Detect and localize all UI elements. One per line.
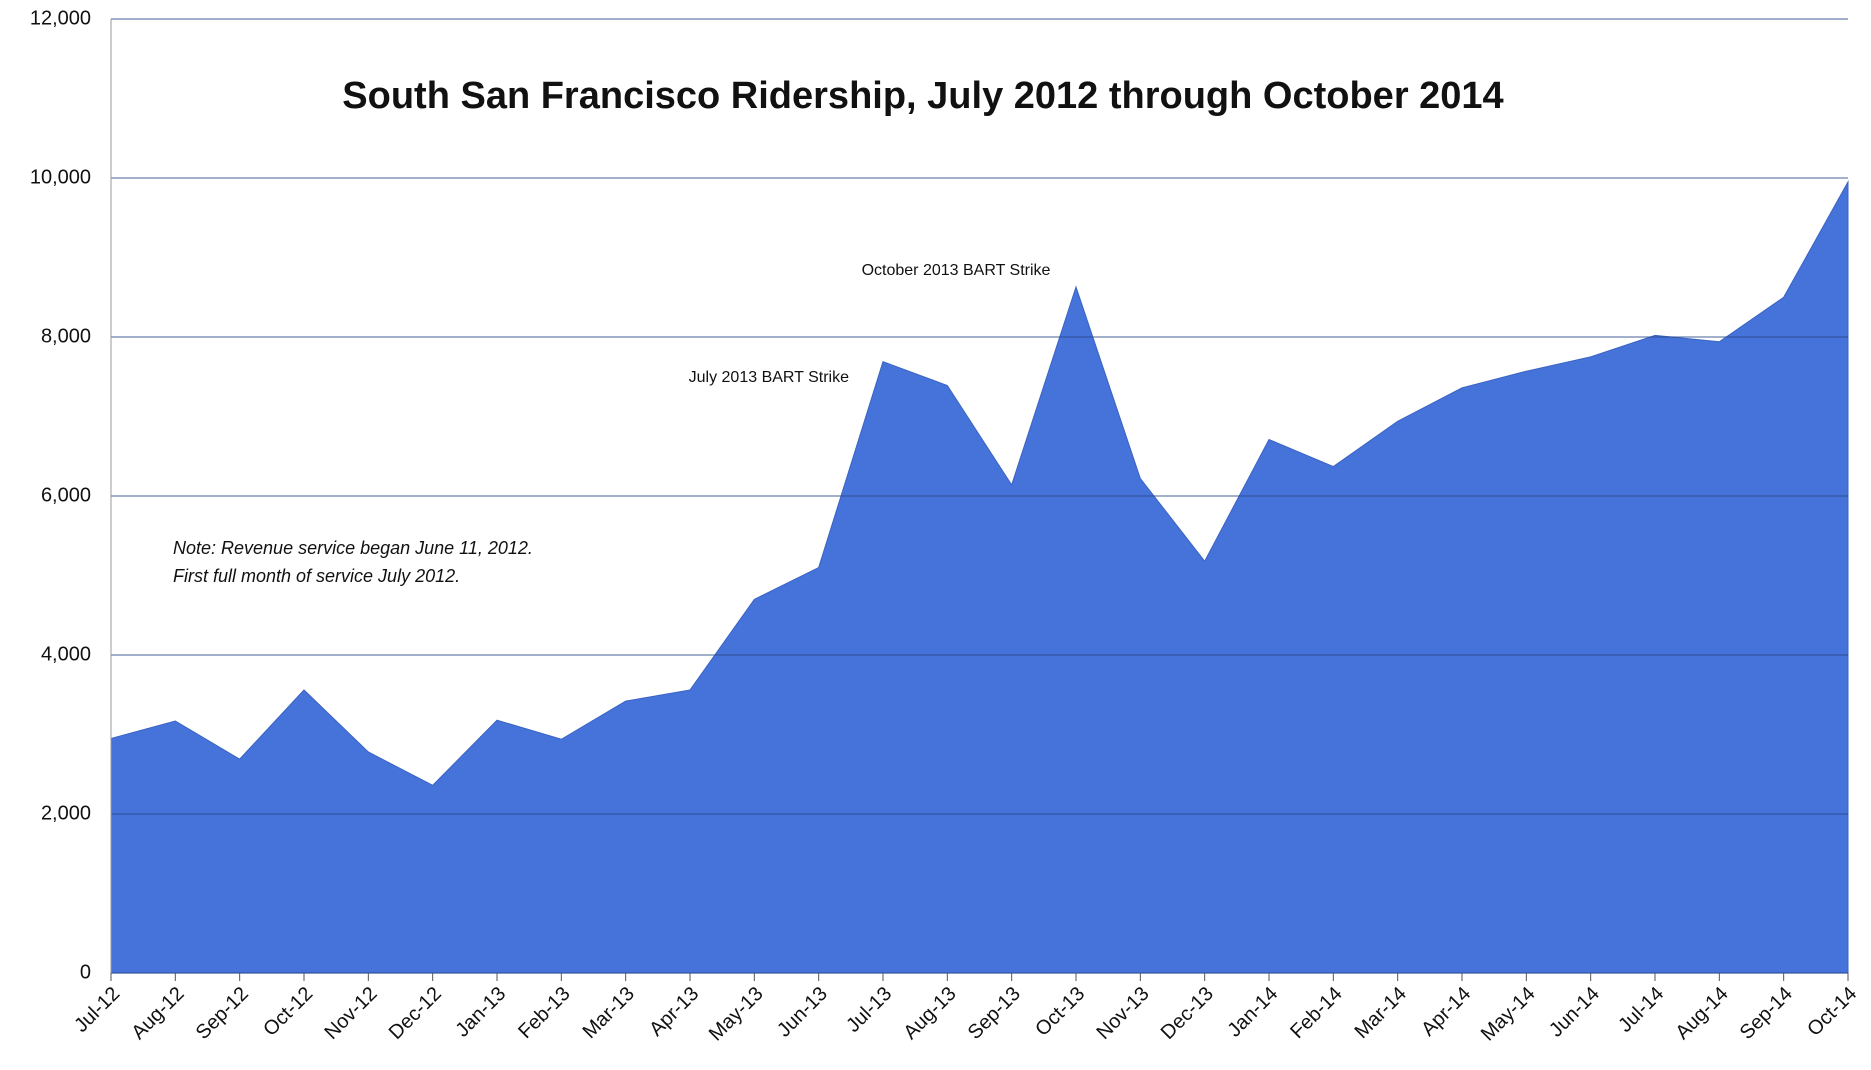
x-tick-label: May-13 bbox=[705, 983, 768, 1046]
x-tick-label: Oct-14 bbox=[1803, 983, 1861, 1041]
chart-title: South San Francisco Ridership, July 2012… bbox=[342, 75, 1503, 117]
x-tick-label: Mar-13 bbox=[579, 983, 639, 1043]
y-tick-label: 12,000 bbox=[30, 7, 91, 29]
x-tick-label: Jun-13 bbox=[773, 983, 832, 1042]
x-tick-label: Aug-14 bbox=[1671, 983, 1732, 1044]
x-tick-label: Apr-13 bbox=[645, 983, 703, 1041]
x-tick-label: Jul-13 bbox=[842, 983, 896, 1037]
note: Note: Revenue service began June 11, 201… bbox=[173, 538, 533, 558]
note: First full month of service July 2012. bbox=[173, 566, 460, 586]
x-tick-label: Jul-14 bbox=[1614, 983, 1668, 1037]
y-tick-label: 10,000 bbox=[30, 166, 91, 188]
y-tick-label: 4,000 bbox=[41, 643, 91, 665]
x-tick-label: Oct-13 bbox=[1031, 983, 1089, 1041]
y-tick-label: 6,000 bbox=[41, 484, 91, 506]
x-tick-label: Apr-14 bbox=[1417, 983, 1475, 1041]
annotation: July 2013 BART Strike bbox=[689, 369, 849, 386]
x-tick-label: Feb-14 bbox=[1286, 983, 1346, 1043]
x-tick-label: Sep-14 bbox=[1736, 983, 1797, 1044]
x-tick-label: Aug-12 bbox=[127, 983, 188, 1044]
y-tick-label: 2,000 bbox=[41, 802, 91, 824]
x-tick-label: Aug-13 bbox=[899, 983, 960, 1044]
y-tick-label: 8,000 bbox=[41, 325, 91, 347]
x-tick-label: Nov-12 bbox=[320, 983, 381, 1044]
x-tick-label: Sep-12 bbox=[192, 983, 253, 1044]
area bbox=[110, 180, 1849, 974]
y-tick-label: 0 bbox=[80, 961, 91, 983]
x-tick-label: Mar-14 bbox=[1351, 983, 1411, 1043]
x-tick-label: Dec-13 bbox=[1157, 983, 1218, 1044]
annotation: October 2013 BART Strike bbox=[862, 262, 1051, 279]
x-tick-label: May-14 bbox=[1477, 983, 1540, 1046]
x-tick-label: Nov-13 bbox=[1092, 983, 1153, 1044]
x-tick-label: Sep-13 bbox=[964, 983, 1025, 1044]
x-tick-label: Dec-12 bbox=[385, 983, 446, 1044]
x-tick-label: Jun-14 bbox=[1545, 983, 1604, 1042]
x-tick-label: Jul-12 bbox=[70, 983, 124, 1037]
x-tick-label: Jan-14 bbox=[1223, 983, 1282, 1042]
x-tick-label: Jan-13 bbox=[451, 983, 510, 1042]
x-tick-label: Feb-13 bbox=[514, 983, 574, 1043]
x-tick-label: Oct-12 bbox=[259, 983, 317, 1041]
